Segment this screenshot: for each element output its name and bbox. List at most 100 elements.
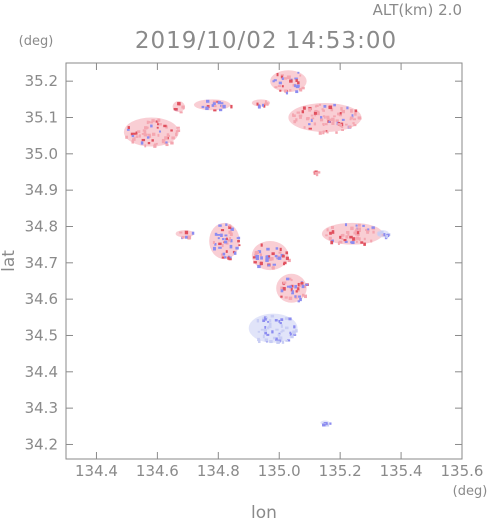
echo-layer — [123, 70, 391, 427]
echo-cell — [278, 81, 282, 85]
echo-cell — [135, 135, 139, 138]
y-tick-label: 35.0 — [25, 145, 58, 163]
echo-cell — [158, 123, 162, 126]
echo-cell — [229, 256, 232, 260]
echo-cell — [352, 237, 356, 241]
echo-cell — [157, 123, 160, 126]
echo-cell — [371, 226, 375, 229]
echo-cell — [278, 251, 282, 254]
echo-cell — [324, 123, 328, 126]
echo-cell — [365, 228, 369, 231]
echo-cell — [266, 247, 270, 251]
echo-cell — [366, 231, 370, 234]
echo-cell — [299, 115, 302, 119]
echo-cell — [298, 295, 301, 298]
echo-cell — [295, 290, 298, 293]
echo-cell — [144, 144, 147, 148]
echo-cell — [175, 132, 178, 137]
echo-cell — [339, 111, 342, 115]
echo-cell — [285, 251, 289, 255]
echo-cell — [140, 141, 144, 145]
echo-cell — [308, 123, 311, 126]
echo-cell — [218, 224, 222, 227]
echo-cell — [262, 319, 266, 322]
echo-cell — [325, 423, 330, 427]
echo-region — [270, 70, 307, 95]
echo-cell — [337, 241, 340, 245]
echo-cell — [306, 116, 310, 120]
echo-cell — [297, 282, 301, 287]
echo-cell — [330, 240, 334, 245]
echo-cell — [300, 281, 304, 285]
echo-cell — [205, 106, 209, 111]
echo-cell — [141, 138, 146, 142]
echo-cell — [319, 118, 324, 122]
echo-cell — [126, 128, 130, 131]
echo-cell — [279, 322, 282, 325]
echo-cell — [228, 258, 232, 261]
y-tick-label: 34.4 — [25, 363, 58, 381]
echo-cell — [212, 102, 216, 106]
y-tick-label: 34.7 — [25, 254, 58, 272]
echo-cell — [263, 316, 267, 319]
echo-cell — [286, 277, 290, 281]
echo-cell — [350, 109, 353, 113]
echo-cell — [125, 135, 128, 139]
echo-cell — [280, 295, 283, 298]
echo-cell — [271, 266, 275, 270]
echo-cell — [292, 333, 297, 336]
echo-cell — [220, 229, 225, 232]
echo-cell — [224, 234, 228, 237]
echo-cell — [331, 117, 335, 121]
echo-cell — [179, 231, 183, 234]
echo-cell — [256, 319, 260, 323]
echo-cell — [289, 285, 293, 289]
altitude-label: ALT(km) 2.0 — [373, 1, 462, 19]
echo-cell — [287, 258, 291, 263]
echo-cell — [146, 120, 149, 125]
echo-cell — [385, 234, 389, 239]
echo-cell — [295, 329, 298, 333]
echo-cell — [303, 285, 307, 289]
echo-cell — [213, 105, 217, 108]
echo-cell — [138, 134, 141, 138]
echo-cell — [322, 423, 326, 427]
y-tick-label: 34.6 — [25, 290, 58, 308]
echo-cell — [176, 126, 180, 129]
echo-cell — [339, 123, 343, 128]
echo-cell — [257, 330, 261, 333]
echo-cell — [262, 317, 265, 321]
echo-cell — [156, 126, 159, 129]
echo-cell — [280, 330, 283, 333]
echo-cell — [356, 236, 359, 240]
echo-cell — [130, 132, 134, 136]
echo-cell — [311, 117, 315, 120]
echo-region — [276, 273, 309, 303]
echo-cell — [352, 122, 355, 125]
echo-cell — [289, 331, 292, 335]
y-tick-label: 35.2 — [25, 72, 58, 90]
echo-cell — [164, 136, 168, 140]
echo-cell — [349, 116, 353, 120]
echo-cell — [259, 261, 263, 266]
echo-cell — [253, 261, 257, 264]
echo-cell — [341, 109, 346, 114]
echo-cell — [237, 236, 241, 240]
echo-cell — [224, 240, 228, 244]
echo-cell — [229, 232, 233, 237]
echo-cell — [285, 91, 289, 95]
echo-cell — [355, 232, 359, 236]
echo-cell — [221, 256, 225, 259]
echo-cell — [280, 318, 284, 321]
echo-cell — [289, 333, 292, 337]
echo-cell — [256, 102, 259, 106]
echo-cell — [220, 253, 224, 256]
echo-cell — [155, 142, 158, 145]
echo-cell — [167, 134, 171, 137]
echo-region — [123, 117, 181, 148]
echo-cell — [174, 108, 178, 111]
echo-cell — [335, 131, 338, 134]
echo-cell — [265, 255, 269, 259]
echo-cell — [214, 242, 217, 246]
echo-cell — [218, 242, 222, 246]
